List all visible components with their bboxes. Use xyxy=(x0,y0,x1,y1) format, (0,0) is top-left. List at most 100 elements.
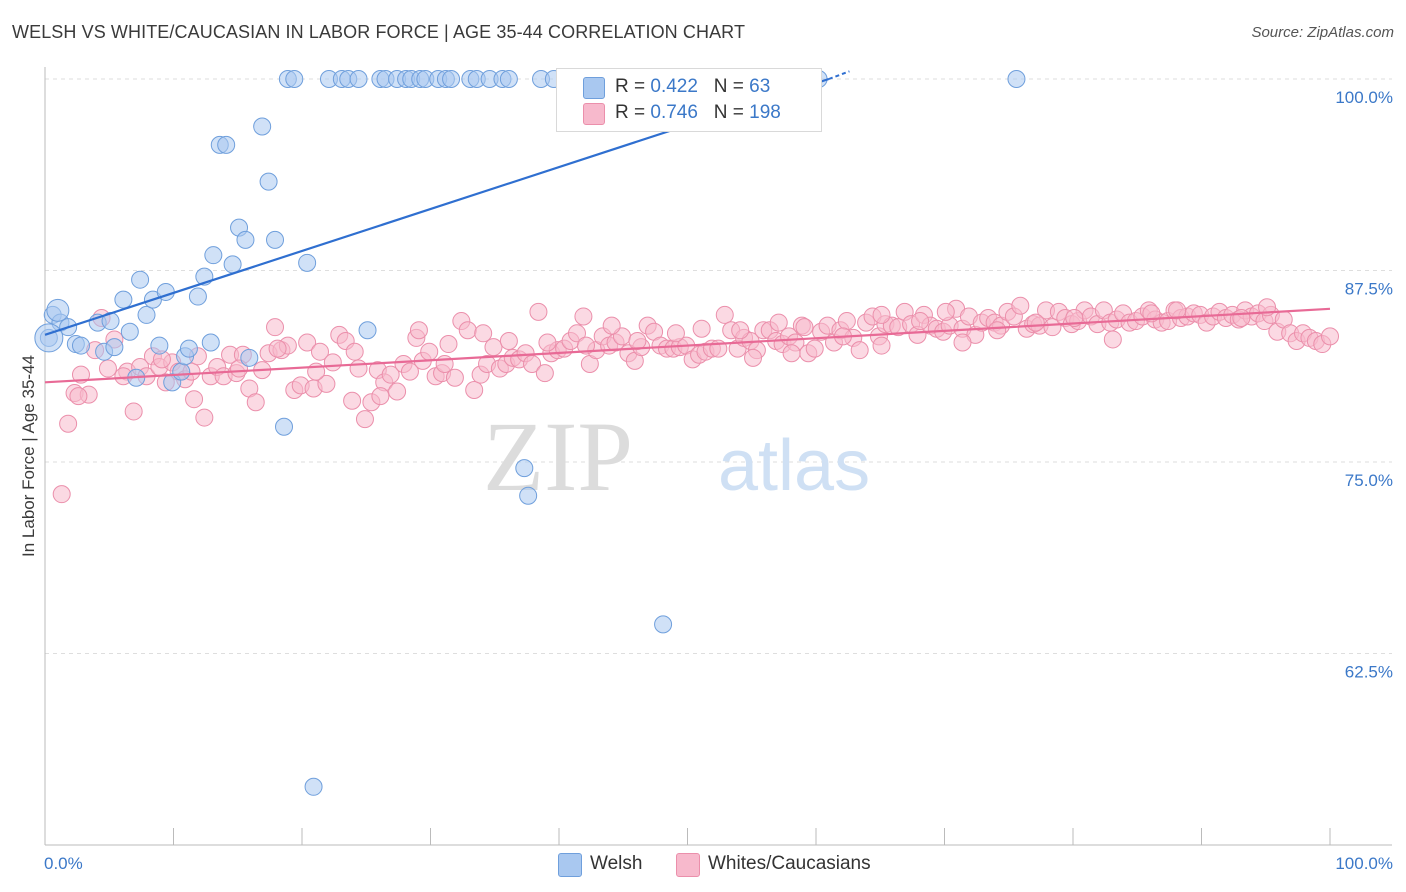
welsh-point xyxy=(172,362,191,381)
whites-point xyxy=(1321,327,1339,346)
whites-point xyxy=(98,359,117,378)
source-credit: Source: ZipAtlas.com xyxy=(1251,24,1394,41)
whites-point xyxy=(266,318,285,337)
whites-point xyxy=(317,374,336,393)
whites-point xyxy=(1043,318,1062,337)
whites-point xyxy=(837,312,856,331)
whites-point xyxy=(499,331,518,350)
trend-line-welsh-extension xyxy=(828,70,850,80)
welsh-point xyxy=(105,338,124,357)
whites-point xyxy=(1168,301,1187,320)
bottom-legend-label-whites: Whites/Caucasians xyxy=(708,853,871,874)
whites-point xyxy=(195,408,214,427)
whites-point xyxy=(323,353,342,372)
y-tick-label: 75.0% xyxy=(1345,471,1393,490)
whites-point xyxy=(567,324,586,343)
welsh-point xyxy=(304,777,323,796)
whites-point xyxy=(805,339,824,358)
whites-point xyxy=(474,324,493,343)
welsh-point xyxy=(266,230,285,249)
welsh-point xyxy=(217,135,236,154)
whites-point xyxy=(988,321,1007,340)
watermark: ZIP atlas xyxy=(483,401,870,512)
whites-point xyxy=(574,307,593,326)
whites-point xyxy=(602,316,621,335)
x-tick-label: 100.0% xyxy=(1335,854,1393,873)
whites-point xyxy=(936,302,955,321)
whites-point xyxy=(388,382,407,401)
welsh-point xyxy=(131,270,150,289)
welsh-point xyxy=(442,70,461,88)
welsh-point xyxy=(1007,70,1026,88)
welsh-point xyxy=(298,253,317,272)
series-whites-caucasians xyxy=(52,296,1339,504)
welsh-point xyxy=(349,70,368,88)
welsh-point xyxy=(150,336,169,355)
welsh-point xyxy=(275,417,294,436)
whites-point xyxy=(744,348,763,367)
trend-line-whites xyxy=(44,307,1331,384)
whites-point xyxy=(731,321,750,340)
legend-stats-whites: R = 0.746 N = 198 xyxy=(615,102,781,123)
watermark-zip: ZIP xyxy=(483,401,633,512)
axes xyxy=(44,67,1392,846)
whites-point xyxy=(692,319,711,338)
welsh-point xyxy=(179,339,198,358)
welsh-point xyxy=(236,230,255,249)
whites-point xyxy=(343,391,362,410)
legend-stats-welsh: R = 0.422 N = 63 xyxy=(615,76,771,97)
whites-point xyxy=(52,485,71,504)
whites-point xyxy=(420,342,439,361)
whites-point xyxy=(1142,304,1161,323)
welsh-point xyxy=(137,305,156,324)
y-tick-label: 62.5% xyxy=(1345,663,1393,682)
legend-swatch-whites xyxy=(583,103,605,125)
whites-point xyxy=(850,341,869,360)
welsh-point xyxy=(285,70,304,88)
whites-point xyxy=(465,380,484,399)
whites-point xyxy=(538,333,557,352)
whites-point xyxy=(715,305,734,324)
whites-point xyxy=(355,410,374,429)
welsh-point xyxy=(499,70,518,88)
whites-point xyxy=(185,390,204,409)
whites-point xyxy=(349,359,368,378)
series-welsh xyxy=(34,70,1026,796)
welsh-point xyxy=(259,172,278,191)
whites-point xyxy=(911,312,930,331)
y-tick-label: 87.5% xyxy=(1345,280,1393,299)
whites-point xyxy=(71,365,90,384)
whites-point xyxy=(298,333,317,352)
whites-point xyxy=(310,342,329,361)
welsh-point xyxy=(223,255,242,274)
welsh-point xyxy=(71,336,90,355)
grid-lines xyxy=(45,78,1392,654)
correlation-legend: R = 0.422 N = 63 R = 0.746 N = 198 xyxy=(556,68,822,132)
whites-point xyxy=(59,414,78,433)
welsh-point xyxy=(654,615,673,634)
whites-point xyxy=(666,324,685,343)
whites-point xyxy=(535,364,554,383)
whites-point xyxy=(246,393,265,412)
welsh-point xyxy=(358,321,377,340)
whites-point xyxy=(435,354,454,373)
y-tick-label: 100.0% xyxy=(1335,88,1393,107)
whites-point xyxy=(124,402,143,421)
welsh-point xyxy=(240,348,259,367)
whites-point xyxy=(381,365,400,384)
whites-point xyxy=(953,333,972,352)
whites-point xyxy=(1232,308,1251,327)
x-tick-label: 0.0% xyxy=(44,854,83,873)
y-axis-label: In Labor Force | Age 35-44 xyxy=(19,355,38,557)
whites-point xyxy=(529,302,548,321)
welsh-point xyxy=(120,322,139,341)
whites-point xyxy=(628,331,647,350)
whites-point xyxy=(69,387,88,406)
whites-point xyxy=(795,318,814,337)
whites-point xyxy=(268,339,287,358)
welsh-point xyxy=(253,117,272,136)
welsh-point xyxy=(515,459,534,478)
whites-point xyxy=(439,335,458,354)
watermark-atlas: atlas xyxy=(718,426,870,506)
